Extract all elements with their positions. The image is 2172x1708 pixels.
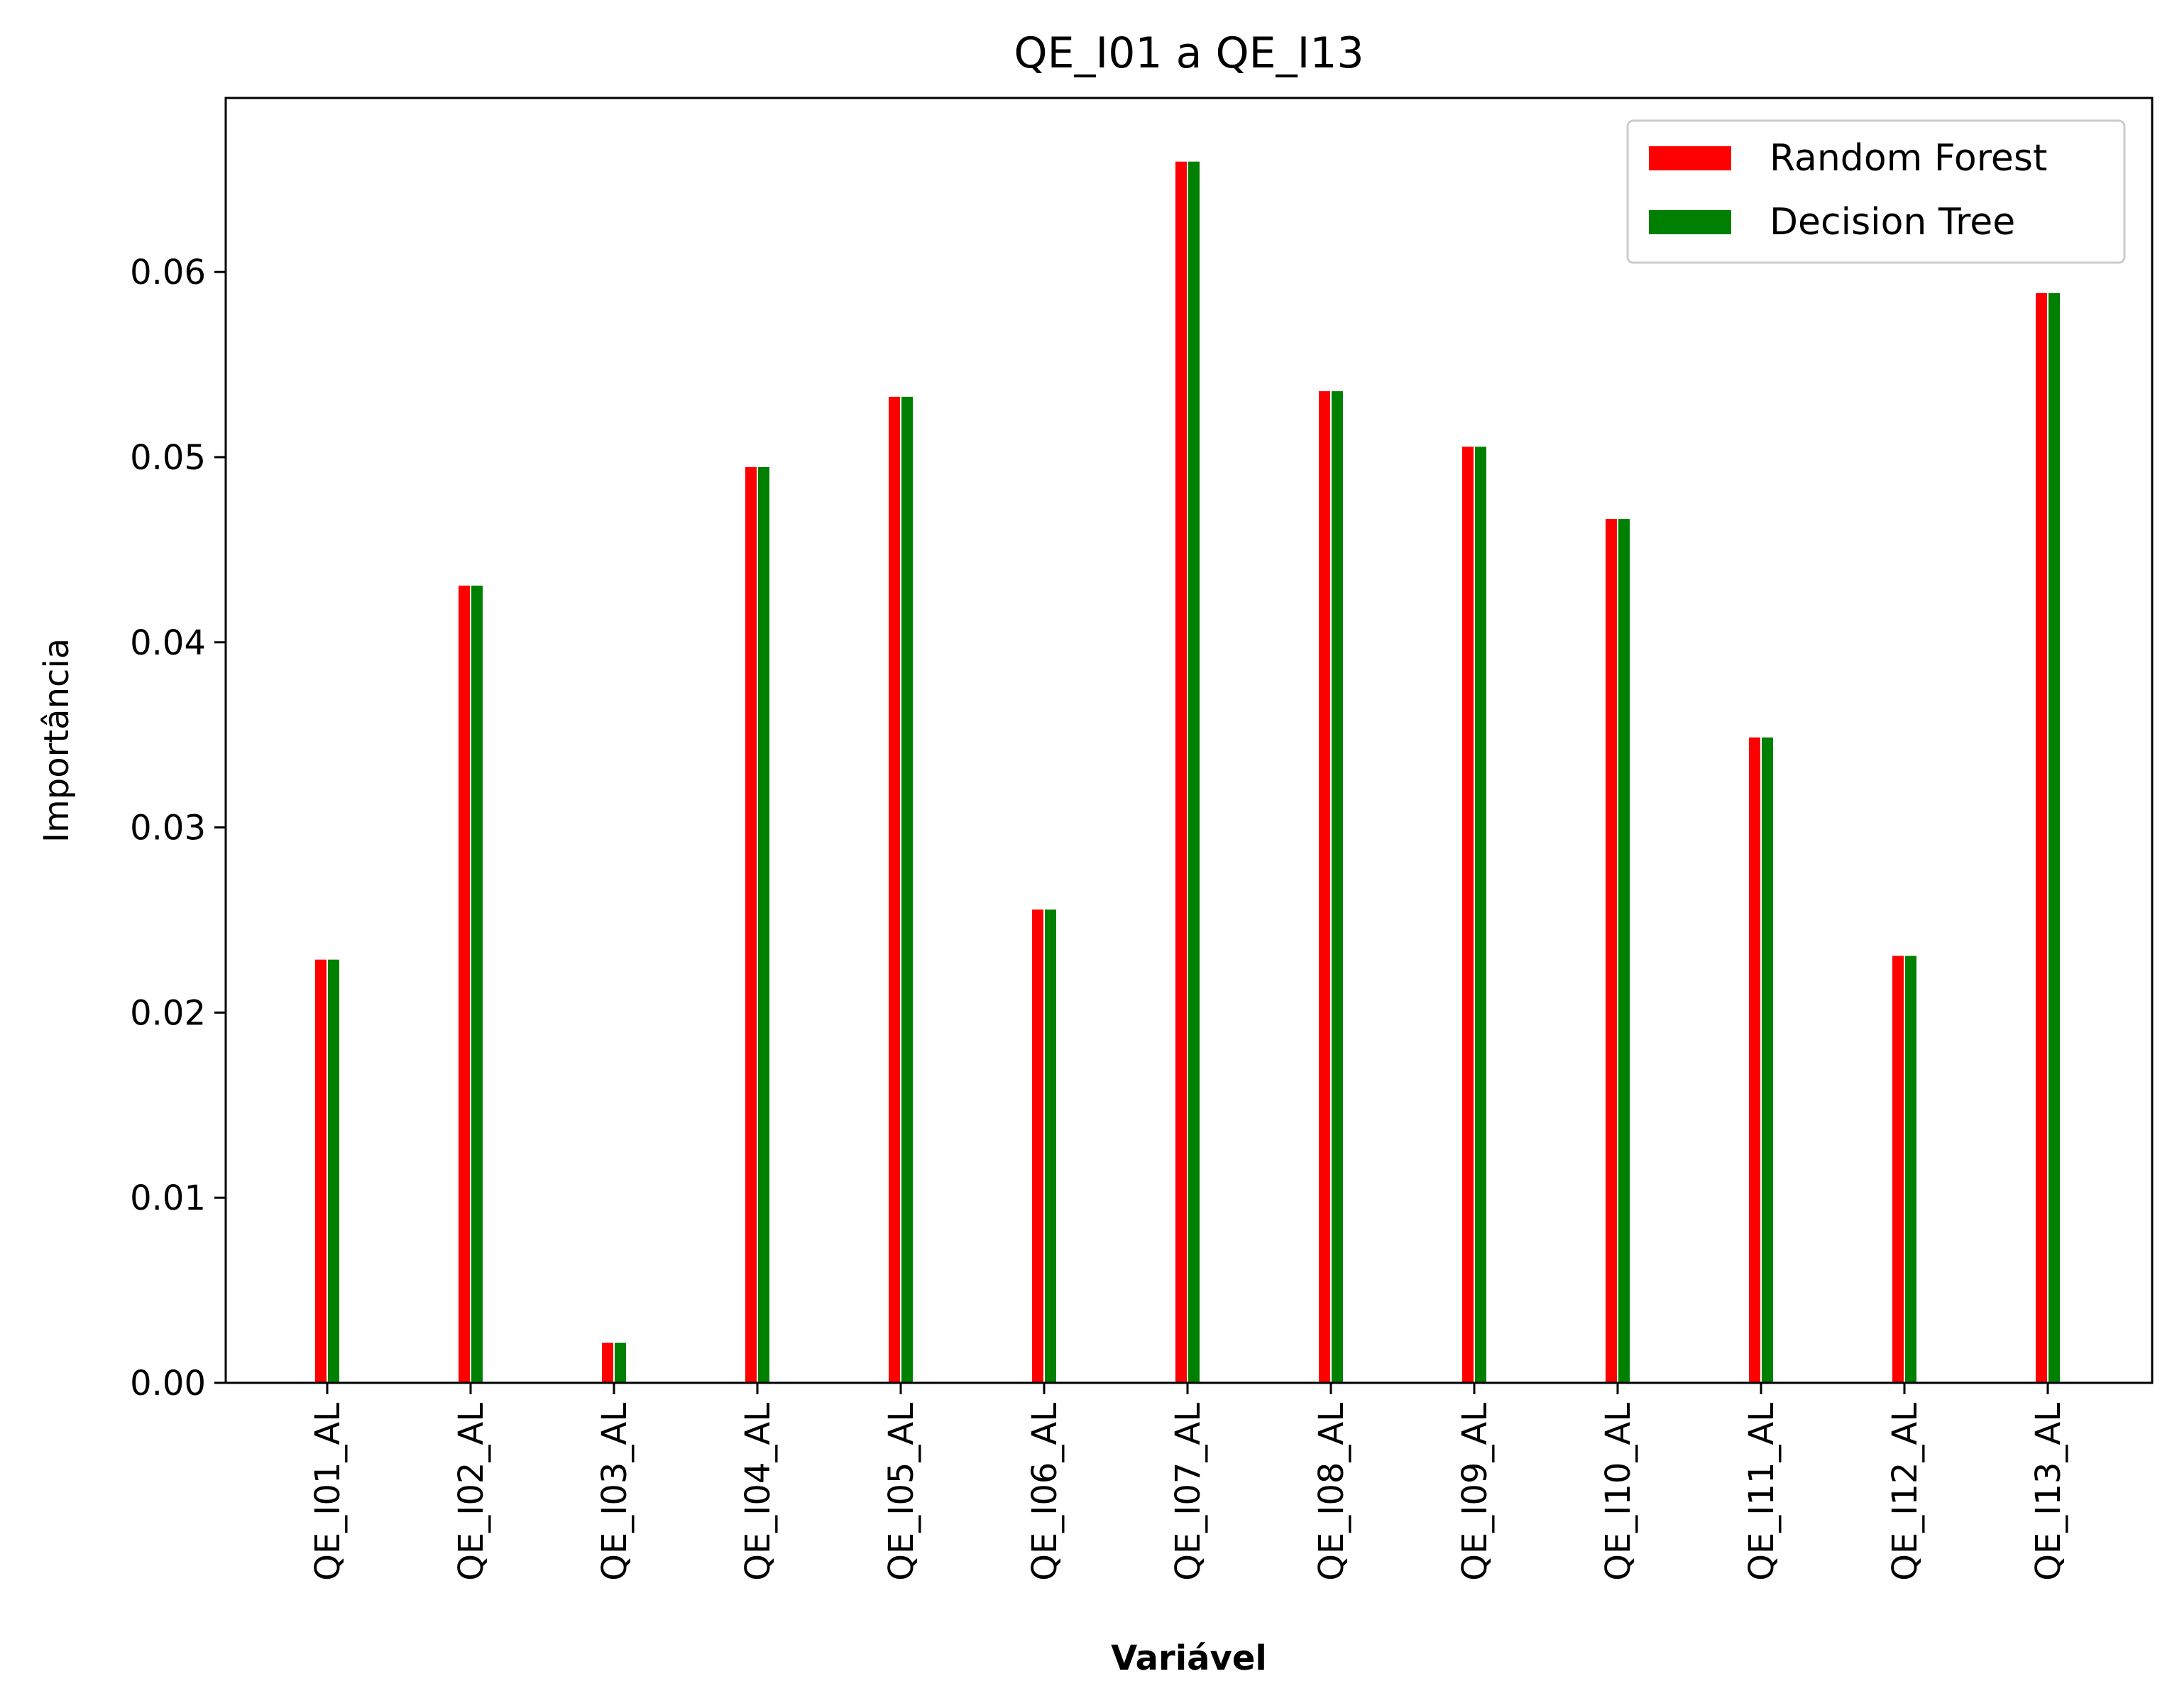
legend-box [1626,119,2126,264]
y-axis: 0.00 0.01 0.02 0.03 0.04 0.05 0.06 [130,253,226,1403]
bar-decision-tree [2047,291,2061,1384]
bar-decision-tree [327,958,341,1384]
chart-title: QE_I01 a QE_I13 [1014,28,1364,78]
y-tick-label: 0.06 [130,253,206,292]
bar-random-forest [1748,735,1762,1384]
bar-decision-tree [900,395,914,1384]
legend-label: Decision Tree [1770,201,2015,243]
x-axis: QE_I01_AL QE_I02_AL QE_I03_AL QE_I04_AL QE_I… [308,1383,2068,1581]
x-tick-label: QE_I09_AL [1455,1403,1495,1581]
x-tick-label: QE_I02_AL [451,1403,491,1581]
x-tick-label: QE_I13_AL [2029,1403,2068,1581]
bar-random-forest [314,958,328,1384]
x-tick-label: QE_I10_AL [1598,1403,1638,1581]
bar-random-forest [1031,908,1045,1384]
x-axis-label: Variável [1111,1638,1267,1678]
x-tick-label: QE_I05_AL [882,1403,921,1581]
x-tick-label: QE_I12_AL [1885,1403,1925,1581]
bar-decision-tree [757,466,771,1384]
bar-decision-tree [613,1341,627,1384]
legend-swatch [1649,210,1731,234]
bar-random-forest [2034,291,2048,1384]
x-tick-label: QE_I03_AL [595,1403,635,1581]
bar-decision-tree [1617,518,1631,1384]
bar-random-forest [1604,518,1618,1384]
x-tick-label: QE_I07_AL [1168,1403,1208,1581]
legend-label: Random Forest [1770,137,2047,180]
x-tick-label: QE_I11_AL [1742,1403,1782,1581]
bar-random-forest [1461,445,1475,1384]
bar-random-forest [1317,390,1332,1384]
bar-decision-tree [1330,390,1344,1384]
x-tick-label: QE_I08_AL [1312,1403,1351,1581]
y-tick-label: 0.03 [130,809,206,848]
bar-random-forest [1891,954,1905,1384]
y-tick-label: 0.02 [130,993,206,1033]
y-tick-label: 0.04 [130,623,206,663]
bar-random-forest [457,584,471,1384]
legend: Random Forest Decision Tree [1626,119,2126,264]
x-tick-label: QE_I04_AL [738,1403,778,1581]
bar-decision-tree [1043,908,1058,1384]
y-tick-label: 0.00 [130,1364,206,1403]
x-tick-label: QE_I01_AL [308,1403,348,1581]
bar-random-forest [600,1341,615,1384]
x-tick-label: QE_I06_AL [1025,1403,1065,1581]
plot-frame [224,97,2154,1384]
bar-decision-tree [1187,160,1201,1384]
bar-decision-tree [1904,954,1918,1384]
bar-random-forest [744,466,758,1384]
bar-decision-tree [1474,445,1488,1384]
legend-swatch [1649,146,1731,170]
bar-random-forest [1174,160,1188,1384]
y-tick-label: 0.01 [130,1178,206,1218]
bars-group [314,160,2061,1384]
y-tick-label: 0.05 [130,438,206,478]
bar-decision-tree [1760,735,1775,1384]
y-axis-label: Importância [37,638,77,843]
bar-decision-tree [470,584,484,1384]
bar-random-forest [887,395,901,1384]
